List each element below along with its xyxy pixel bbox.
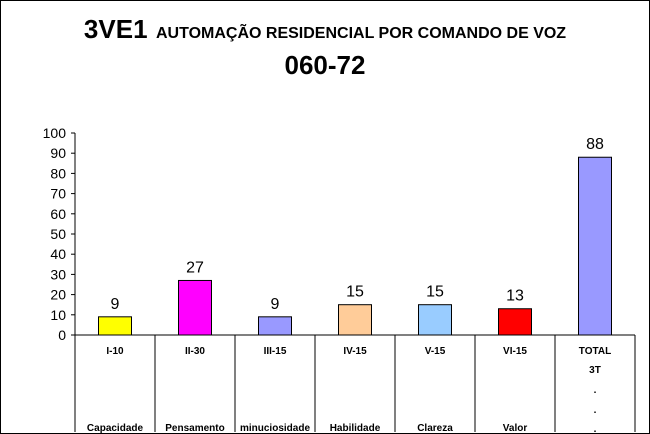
bar-i-10 [98,316,132,336]
data-label: 88 [586,136,604,153]
chart-title-code: 3VE1 [83,14,148,44]
category-extra-label: 3T [589,365,601,376]
data-label: 27 [186,259,204,276]
bar-total [578,156,612,336]
bar-ii-30 [178,279,212,336]
category-code-label: II-30 [185,346,205,357]
category-name-label: minuciosidade [240,423,310,434]
category-name-label: Capacidade [87,423,144,434]
category-code-label: I-10 [106,346,124,357]
category-name-label: Habilidade [330,423,381,434]
data-label: 15 [346,284,364,301]
y-tick-label: 40 [50,246,66,262]
category-extra-label: . [594,424,597,434]
bar-iv-15 [338,304,372,336]
category-code-label: TOTAL [579,346,611,357]
bar-iii-15 [258,316,292,336]
category-code-label: III-15 [264,346,287,357]
category-name-label: Pensamento [165,423,224,434]
data-label: 9 [271,296,280,313]
bar-v-15 [418,304,452,336]
chart-title: 3VE1 AUTOMAÇÃO RESIDENCIAL POR COMANDO D… [0,14,650,45]
data-label: 15 [426,284,444,301]
data-label: 13 [506,288,524,305]
category-extra-label: . [594,385,597,396]
y-tick-label: 60 [50,206,66,222]
data-label: 9 [111,296,120,313]
y-tick-label: 0 [58,327,66,343]
y-tick-label: 80 [50,165,66,181]
y-tick-label: 20 [50,287,66,303]
chart-subtitle: 060-72 [284,50,366,80]
y-tick-label: 70 [50,186,66,202]
category-extra-label: . [594,405,597,416]
category-code-label: VI-15 [503,346,527,357]
category-name-label: Valor [503,423,528,434]
category-code-label: IV-15 [343,346,367,357]
category-name-label: Clareza [417,423,453,434]
bar-vi-15 [498,308,532,336]
y-tick-label: 90 [50,145,66,161]
y-tick-label: 50 [50,226,66,242]
y-tick-label: 30 [50,266,66,282]
y-tick-label: 100 [43,125,67,141]
y-tick-label: 10 [50,307,66,323]
category-code-label: V-15 [425,346,446,357]
chart-title-text: AUTOMAÇÃO RESIDENCIAL POR COMANDO DE VOZ [155,25,567,42]
